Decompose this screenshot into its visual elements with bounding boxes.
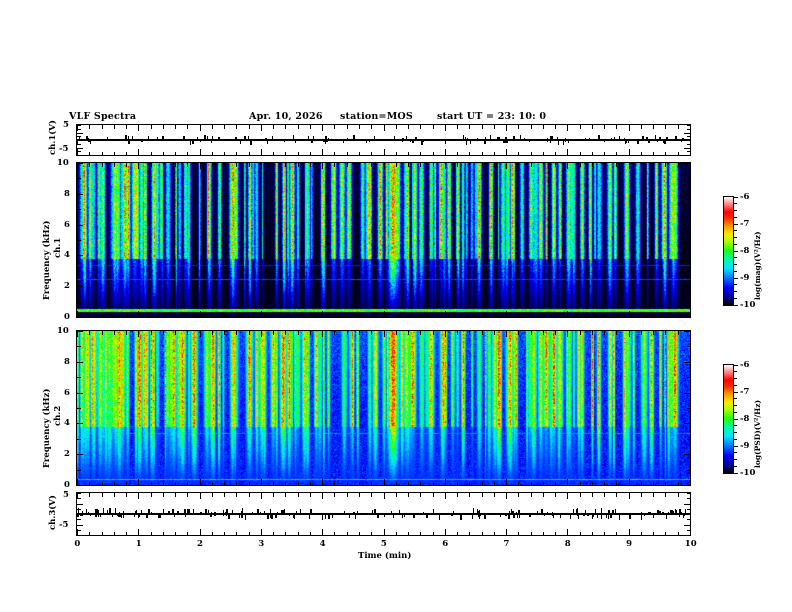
ch2-spectrogram-panel bbox=[76, 330, 691, 486]
colorbar-minor-tick bbox=[734, 472, 737, 474]
figure-station: station=MOS bbox=[340, 111, 413, 122]
colorbar-minor-tick bbox=[734, 223, 737, 225]
colorbar-minor-tick bbox=[734, 364, 737, 366]
colorbar-minor-tick bbox=[734, 196, 737, 198]
ch1-ytick-neg5: -5 bbox=[59, 144, 69, 154]
colorbar-minor-tick bbox=[734, 465, 737, 467]
ch1-spec-ylabel-line1: ch.1 bbox=[53, 237, 63, 258]
ch2-spectrogram-image bbox=[77, 331, 690, 485]
ytick-10: 10 bbox=[57, 326, 69, 336]
colorbar-minor-tick bbox=[734, 378, 737, 379]
colorbar-minor-tick bbox=[734, 438, 737, 440]
figure-title: VLF Spectra bbox=[69, 111, 137, 122]
ytick-0: 0 bbox=[64, 312, 70, 322]
colorbar-minor-tick bbox=[734, 250, 737, 252]
ch3-waveform-trace bbox=[77, 493, 690, 535]
ch3-ytick-neg5: -5 bbox=[59, 520, 69, 530]
ytick-0: 0 bbox=[64, 480, 70, 490]
colorbar-minor-tick bbox=[734, 284, 737, 286]
ch1-waveform-ylabel: ch.1(V) bbox=[48, 120, 58, 155]
ch1-spectrogram-image bbox=[77, 163, 690, 317]
colorbar-ch2-label: log(PSD)(V²/Hz) bbox=[753, 399, 762, 468]
xtick-3: 3 bbox=[258, 539, 265, 549]
colorbar-ch2 bbox=[723, 364, 734, 474]
colorbar-tick-neg8: -8 bbox=[740, 246, 750, 256]
colorbar-minor-tick bbox=[734, 216, 737, 218]
xtick-1: 1 bbox=[135, 539, 142, 549]
colorbar-tick-neg7: -7 bbox=[740, 387, 750, 397]
ch3-waveform-panel bbox=[76, 492, 691, 536]
colorbar-minor-tick bbox=[734, 243, 737, 245]
colorbar-minor-tick bbox=[734, 291, 737, 292]
ytick-6: 6 bbox=[64, 219, 70, 230]
colorbar-minor-tick bbox=[734, 418, 737, 420]
colorbar-minor-tick bbox=[734, 277, 737, 279]
colorbar-minor-tick bbox=[734, 459, 737, 460]
xtick-6: 6 bbox=[442, 539, 449, 549]
xtick-2: 2 bbox=[197, 539, 203, 549]
x-axis-label: Time (min) bbox=[358, 551, 412, 561]
colorbar-minor-tick bbox=[734, 384, 737, 386]
xtick-9: 9 bbox=[626, 539, 633, 549]
spec1-canvas bbox=[77, 163, 690, 317]
colorbar-minor-tick bbox=[734, 391, 737, 393]
ytick-8: 8 bbox=[64, 356, 70, 367]
colorbar-minor-tick bbox=[734, 371, 737, 373]
colorbar-minor-tick bbox=[734, 203, 737, 205]
xtick-5: 5 bbox=[380, 539, 387, 549]
ch3-waveform-ylabel: ch.3(V) bbox=[48, 495, 58, 530]
colorbar-tick-neg9: -9 bbox=[740, 441, 750, 451]
colorbar-minor-tick bbox=[734, 257, 737, 259]
ch1-spec-ylabel-line2: Frequency (kHz) bbox=[42, 220, 52, 300]
ch2-spec-ylabel-line1: ch.2 bbox=[53, 405, 63, 426]
ch1-ytick-5: 5 bbox=[63, 120, 69, 130]
ch3-ytick-5: 5 bbox=[63, 490, 69, 500]
colorbar-tick-neg6: -6 bbox=[740, 192, 750, 202]
xtick-4: 4 bbox=[319, 539, 326, 549]
colorbar-tick-neg10: -10 bbox=[740, 468, 756, 478]
ch2-spec-ylabel-line2: Frequency (kHz) bbox=[42, 388, 52, 468]
colorbar-minor-tick bbox=[734, 398, 737, 400]
figure-start-ut: start UT = 23: 10: 0 bbox=[437, 111, 547, 122]
colorbar-minor-tick bbox=[734, 445, 737, 447]
colorbar-minor-tick bbox=[734, 425, 737, 427]
colorbar-minor-tick bbox=[734, 270, 737, 272]
colorbar-minor-tick bbox=[734, 411, 737, 413]
ch1-waveform-trace bbox=[77, 125, 690, 155]
ytick-6: 6 bbox=[64, 387, 70, 398]
ytick-10: 10 bbox=[57, 158, 69, 168]
ch1-spectrogram-panel bbox=[76, 162, 691, 318]
colorbar-minor-tick bbox=[734, 405, 737, 406]
ch1-waveform-panel bbox=[76, 124, 691, 156]
colorbar-minor-tick bbox=[734, 304, 737, 306]
ytick-4: 4 bbox=[64, 250, 70, 261]
colorbar-tick-neg10: -10 bbox=[740, 300, 756, 310]
ytick-2: 2 bbox=[64, 281, 70, 292]
colorbar-minor-tick bbox=[734, 210, 737, 211]
xtick-7: 7 bbox=[503, 539, 510, 549]
colorbar-tick-neg7: -7 bbox=[740, 219, 750, 229]
xtick-0: 0 bbox=[74, 539, 81, 549]
colorbar-ch1 bbox=[723, 196, 734, 306]
ytick-8: 8 bbox=[64, 188, 70, 199]
colorbar-minor-tick bbox=[734, 237, 737, 238]
colorbar-minor-tick bbox=[734, 297, 737, 299]
colorbar-ch1-label: log(mag)(V²/Hz) bbox=[753, 231, 762, 300]
colorbar-minor-tick bbox=[734, 264, 737, 265]
ytick-4: 4 bbox=[64, 418, 70, 429]
xtick-10: 10 bbox=[684, 539, 697, 549]
spec2-canvas bbox=[77, 331, 690, 485]
colorbar-minor-tick bbox=[734, 452, 737, 454]
xtick-8: 8 bbox=[564, 539, 571, 549]
colorbar-tick-neg6: -6 bbox=[740, 360, 750, 370]
colorbar-tick-neg9: -9 bbox=[740, 273, 750, 283]
ytick-2: 2 bbox=[64, 449, 70, 460]
colorbar-minor-tick bbox=[734, 230, 737, 232]
figure-date: Apr. 10, 2026 bbox=[249, 111, 323, 122]
colorbar-minor-tick bbox=[734, 432, 737, 433]
colorbar-tick-neg8: -8 bbox=[740, 414, 750, 424]
